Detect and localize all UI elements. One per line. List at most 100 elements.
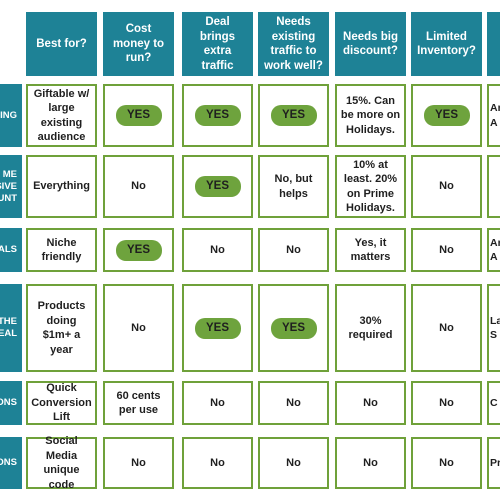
cell-needs-existing-traffic: No — [258, 381, 329, 425]
row-label-text: ING — [0, 109, 17, 121]
cell-text: No — [439, 321, 454, 334]
cell-text: No — [286, 243, 301, 256]
header-limited-inventory: Limited Inventory? — [411, 12, 482, 76]
yes-badge: YES — [194, 105, 241, 126]
cell-text: 15%. Can be more on Holidays. — [340, 94, 401, 136]
cell-partial: Ar A — [487, 84, 500, 147]
cell-big-discount: No — [335, 381, 406, 425]
cell-extra-traffic: YES — [182, 284, 253, 372]
cell-text: Giftable w/ large existing audience — [33, 87, 90, 144]
cell-needs-existing-traffic: No — [258, 228, 329, 272]
partial-text: La S — [490, 314, 500, 343]
cell-text: No — [439, 456, 454, 469]
cell-extra-traffic: YES — [182, 155, 253, 218]
header-cost-money: Cost money to run? — [103, 12, 174, 76]
header-label: Needs existing traffic to work well? — [264, 16, 323, 72]
yes-badge: YES — [115, 239, 162, 261]
cell-text: 10% at least. 20% on Prime Holidays. — [343, 158, 398, 215]
cell-extra-traffic: YES — [182, 84, 253, 147]
partial-line: A — [490, 116, 498, 129]
cell-big-discount: 15%. Can be more on Holidays. — [335, 84, 406, 147]
cell-best-for: Giftable w/ large existing audience — [26, 84, 97, 147]
cell-text: No — [363, 396, 378, 409]
partial-text: Ar A — [490, 101, 500, 130]
cell-text: No — [210, 396, 225, 409]
cell-partial — [487, 155, 500, 218]
cell-best-for: Niche friendly — [26, 228, 97, 272]
cell-extra-traffic: No — [182, 437, 253, 489]
cell-extra-traffic: No — [182, 228, 253, 272]
yes-badge: YES — [270, 105, 317, 126]
cell-partial: Pr — [487, 437, 500, 489]
cell-text: No — [286, 396, 301, 409]
header-label: Cost money to run? — [112, 23, 165, 65]
cell-big-discount: Yes, it matters — [335, 228, 406, 272]
partial-line: Ar — [490, 102, 500, 114]
cell-big-discount: 10% at least. 20% on Prime Holidays. — [335, 155, 406, 218]
cell-text: No — [439, 180, 454, 193]
cell-needs-existing-traffic: YES — [258, 84, 329, 147]
partial-line: Ar — [490, 236, 500, 249]
row-label-text: ALS — [0, 244, 17, 255]
cell-text: Products doing $1m+ a year — [37, 300, 86, 356]
cell-cost-money: YES — [103, 84, 174, 147]
cell-big-discount: 30% required — [335, 284, 406, 372]
cell-text: Quick Conversion Lift — [31, 382, 92, 424]
cell-cost-money: 60 cents per use — [103, 381, 174, 425]
cell-text: 60 cents per use — [116, 389, 161, 417]
header-best-for: Best for? — [26, 12, 97, 76]
cell-text: Yes, it matters — [350, 236, 391, 264]
cell-text: No — [210, 243, 225, 256]
partial-line: S — [490, 329, 498, 341]
yes-badge: YES — [115, 105, 162, 126]
cell-text: No — [286, 456, 301, 469]
partial-line: A — [490, 251, 498, 263]
row-label: ALS — [0, 228, 22, 272]
cell-cost-money: No — [103, 155, 174, 218]
cell-best-for: Quick Conversion Lift — [26, 381, 97, 425]
row-label-text: THE EAL — [0, 316, 17, 339]
header-label: Limited Inventory? — [417, 30, 476, 58]
cell-extra-traffic: No — [182, 381, 253, 425]
cell-text: No — [439, 396, 454, 409]
partial-text: Ar A — [490, 236, 500, 265]
cell-text: No — [439, 243, 454, 256]
row-label-text: ONS — [0, 397, 17, 408]
yes-badge: YES — [194, 317, 241, 339]
cell-partial: La S — [487, 284, 500, 372]
row-label: ONS — [0, 437, 22, 489]
cell-limited-inventory: No — [411, 228, 482, 272]
cell-needs-existing-traffic: YES — [258, 284, 329, 372]
row-label: ONS — [0, 381, 22, 425]
yes-badge: YES — [270, 317, 317, 339]
cell-text: Everything — [33, 180, 90, 193]
header-needs-existing-traffic: Needs existing traffic to work well? — [258, 12, 329, 76]
row-label-text: ONS — [0, 457, 17, 468]
yes-badge: YES — [194, 176, 241, 197]
cell-text: 30% required — [348, 314, 393, 342]
header-partial — [487, 12, 500, 76]
cell-needs-existing-traffic: No, but helps — [258, 155, 329, 218]
cell-limited-inventory: No — [411, 155, 482, 218]
cell-limited-inventory: No — [411, 381, 482, 425]
partial-text: C — [490, 396, 498, 411]
partial-line: La — [490, 314, 500, 327]
partial-text: Pr — [490, 456, 500, 471]
cell-limited-inventory: YES — [411, 84, 482, 147]
row-label: ING — [0, 84, 22, 147]
header-big-discount: Needs big discount? — [335, 12, 406, 76]
cell-text: No — [131, 456, 146, 469]
cell-cost-money: No — [103, 284, 174, 372]
cell-limited-inventory: No — [411, 284, 482, 372]
cell-needs-existing-traffic: No — [258, 437, 329, 489]
cell-partial: C — [487, 381, 500, 425]
cell-cost-money: YES — [103, 228, 174, 272]
cell-partial: Ar A — [487, 228, 500, 272]
cell-text: No, but helps — [274, 173, 313, 200]
cell-big-discount: No — [335, 437, 406, 489]
cell-text: No — [363, 456, 378, 469]
header-label: Deal brings extra traffic — [199, 16, 236, 72]
cell-best-for: Everything — [26, 155, 97, 218]
cell-text: No — [131, 321, 146, 334]
cell-best-for: Products doing $1m+ a year — [26, 284, 97, 372]
